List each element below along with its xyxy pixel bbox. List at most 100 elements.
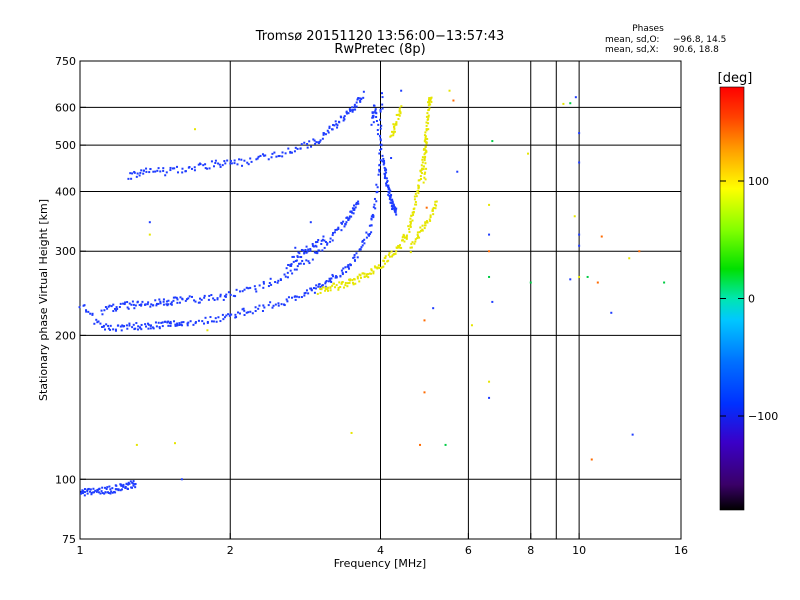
x-mode-point [388, 255, 391, 258]
o-mode-point [277, 279, 280, 282]
x-mode-point [403, 236, 406, 239]
o-mode-point [283, 304, 286, 307]
o-mode-point [304, 248, 307, 251]
o-mode-point [379, 110, 382, 113]
o-mode-point [351, 207, 354, 210]
x-mode-point [348, 281, 351, 284]
o-mode-point [368, 232, 371, 235]
o-mode-point [87, 487, 90, 490]
o-mode-point [380, 143, 383, 146]
o-mode-point [139, 326, 142, 329]
o-mode-point [154, 299, 157, 302]
x-mode-point [417, 189, 420, 192]
o-mode-point [246, 161, 249, 164]
x-mode-point [398, 109, 401, 112]
x-mode-point [420, 177, 423, 180]
o-mode-point [368, 224, 371, 227]
o-mode-point [229, 159, 232, 162]
o-mode-point [253, 285, 256, 288]
o-mode-point [394, 211, 397, 214]
x-mode-point [424, 138, 427, 141]
o-mode-point [242, 307, 245, 310]
o-mode-point [318, 140, 321, 143]
o-mode-point [199, 163, 202, 166]
o-mode-point [259, 154, 262, 157]
x-mode-point [433, 203, 436, 206]
x-mode-point [397, 117, 400, 120]
o-mode-point [241, 308, 244, 311]
o-mode-point [352, 256, 355, 259]
o-mode-point [140, 303, 143, 306]
o-mode-point [255, 158, 258, 161]
x-mode-point [424, 152, 427, 155]
o-mode-point [198, 301, 201, 304]
green-cyan-point [488, 275, 491, 278]
x-mode-point [372, 270, 375, 273]
o-mode-point [228, 314, 231, 317]
o-mode-point [317, 239, 320, 242]
o-mode-point [432, 307, 435, 310]
o-mode-point [384, 169, 387, 172]
o-mode-point [321, 284, 324, 287]
o-mode-point [223, 316, 226, 319]
o-mode-point [140, 328, 143, 331]
o-mode-point [284, 275, 287, 278]
o-mode-point [374, 207, 377, 210]
o-mode-point [243, 288, 246, 291]
o-mode-point [293, 268, 296, 271]
x-mode-point [393, 125, 396, 128]
x-mode-point [389, 135, 392, 138]
o-mode-point [285, 267, 288, 270]
o-mode-point [91, 313, 94, 316]
o-mode-point [194, 321, 197, 324]
x-mode-point [392, 123, 395, 126]
x-tick-label: 1 [77, 544, 84, 557]
o-mode-point [267, 285, 270, 288]
o-mode-point [199, 297, 202, 300]
o-mode-point [358, 248, 361, 251]
o-mode-point [290, 263, 293, 266]
x-mode-point [413, 195, 416, 198]
o-mode-point [206, 167, 209, 170]
o-mode-point [139, 171, 142, 174]
o-mode-point [315, 141, 318, 144]
x-mode-point [335, 284, 338, 287]
o-mode-point [324, 281, 327, 284]
o-mode-point [261, 309, 264, 312]
o-mode-point [392, 204, 395, 207]
o-mode-point [345, 271, 348, 274]
o-mode-point [355, 252, 358, 255]
o-mode-point [120, 329, 123, 332]
o-mode-point [158, 327, 161, 330]
x-mode-point [421, 229, 424, 232]
x-mode-point [421, 224, 424, 227]
x-mode-point [418, 231, 421, 234]
o-mode-point [351, 106, 354, 109]
o-mode-point [162, 298, 165, 301]
y-tick-label: 750 [55, 55, 76, 68]
o-mode-point [152, 170, 155, 173]
o-mode-point [326, 129, 329, 132]
o-mode-point [217, 316, 220, 319]
o-mode-point [184, 299, 187, 302]
x-mode-point [403, 234, 406, 237]
o-mode-point [385, 171, 388, 174]
o-mode-point [342, 267, 345, 270]
y-tick-label: 600 [55, 101, 76, 114]
x-mode-point [426, 221, 429, 224]
o-mode-point [291, 255, 294, 258]
x-mode-point [434, 200, 437, 203]
o-mode-point [385, 168, 388, 171]
o-mode-point [162, 300, 165, 303]
o-mode-point [320, 239, 323, 242]
y-tick-label: 75 [62, 533, 76, 546]
x-mode-point [411, 211, 414, 214]
o-mode-point [187, 321, 190, 324]
o-mode-point [247, 163, 250, 166]
o-mode-point [316, 240, 319, 243]
o-mode-point [157, 321, 160, 324]
x-mode-point [319, 291, 322, 294]
o-mode-point [152, 327, 155, 330]
o-mode-point [149, 168, 152, 171]
o-mode-point [332, 275, 335, 278]
